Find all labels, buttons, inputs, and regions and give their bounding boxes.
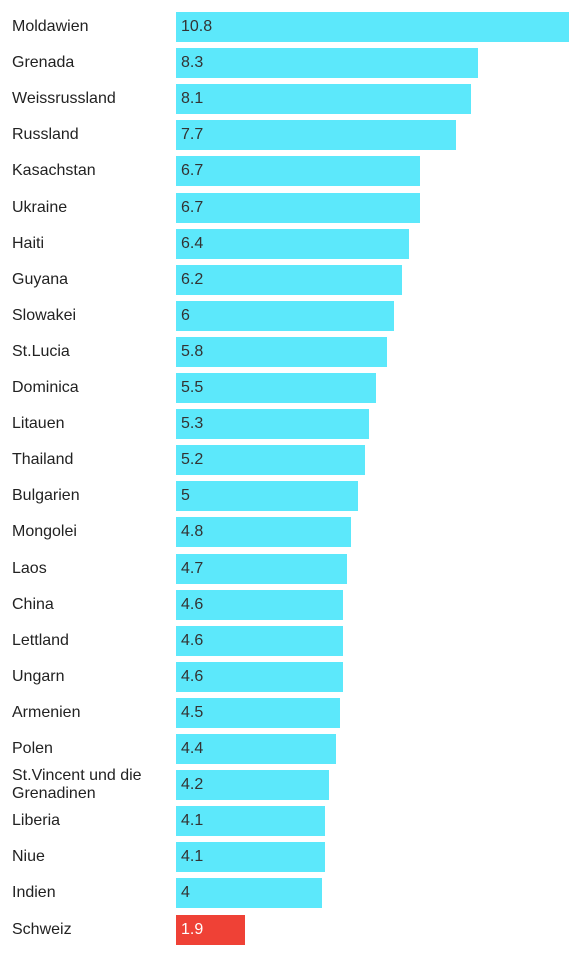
category-label: Lettland	[12, 632, 69, 649]
data-label: 10.8	[181, 18, 213, 35]
bar	[176, 698, 340, 728]
data-label: 8.1	[181, 90, 204, 107]
category-label: Schweiz	[12, 921, 72, 938]
bar	[176, 193, 420, 223]
data-label: 5.2	[181, 451, 204, 468]
data-label: 6.4	[181, 235, 204, 252]
bar	[176, 590, 343, 620]
bar	[176, 915, 245, 945]
data-label: 7.7	[181, 126, 204, 143]
category-label: Russland	[12, 126, 79, 143]
data-label: 4.5	[181, 704, 204, 721]
bar	[176, 409, 369, 439]
bar	[176, 373, 376, 403]
category-label: Laos	[12, 560, 47, 577]
bar	[176, 517, 351, 547]
data-label: 4.8	[181, 523, 204, 540]
bar	[176, 734, 336, 764]
data-label: 6.2	[181, 271, 204, 288]
data-label: 6.7	[181, 199, 204, 216]
bar	[176, 337, 387, 367]
bar	[176, 12, 569, 42]
data-label: 4.6	[181, 596, 204, 613]
bar	[176, 662, 343, 692]
data-label: 4.1	[181, 812, 204, 829]
category-label: Indien	[12, 884, 56, 901]
data-label: 4	[181, 884, 190, 901]
category-label: Grenada	[12, 54, 75, 71]
data-label: 5	[181, 487, 190, 504]
data-label: 4.4	[181, 740, 204, 757]
bar	[176, 229, 409, 259]
bar	[176, 554, 347, 584]
category-label: Dominica	[12, 379, 79, 396]
bar	[176, 120, 456, 150]
category-label: Slowakei	[12, 307, 77, 324]
category-label: Haiti	[12, 235, 45, 252]
data-label: 5.8	[181, 343, 204, 360]
data-label: 8.3	[181, 54, 204, 71]
category-label: Polen	[12, 740, 53, 757]
bar	[176, 156, 420, 186]
bar	[176, 48, 478, 78]
category-label: Thailand	[12, 451, 74, 468]
data-label: 6.7	[181, 162, 204, 179]
data-label: 4.6	[181, 632, 204, 649]
bar	[176, 445, 365, 475]
data-label: 1.9	[181, 921, 204, 938]
category-label: Guyana	[12, 271, 69, 288]
category-label: Weissrussland	[12, 90, 116, 107]
category-label: Niue	[12, 848, 45, 865]
category-label: Litauen	[12, 415, 65, 432]
category-label: St.Vincent und die Grenadinen	[12, 767, 142, 802]
bar	[176, 770, 329, 800]
category-label: China	[12, 596, 54, 613]
data-label: 5.5	[181, 379, 204, 396]
data-label: 4.7	[181, 560, 204, 577]
data-label: 4.6	[181, 668, 204, 685]
bar	[176, 301, 394, 331]
bar	[176, 265, 402, 295]
data-label: 4.1	[181, 848, 204, 865]
data-label: 4.2	[181, 776, 204, 793]
bar	[176, 84, 471, 114]
category-label: Armenien	[12, 704, 81, 721]
bar	[176, 626, 343, 656]
bar	[176, 878, 322, 908]
bar	[176, 842, 325, 872]
bar	[176, 481, 358, 511]
category-label: Mongolei	[12, 523, 77, 540]
category-label: Ukraine	[12, 199, 68, 216]
category-label: Liberia	[12, 812, 61, 829]
category-label: Kasachstan	[12, 162, 96, 179]
data-label: 5.3	[181, 415, 204, 432]
category-label: Ungarn	[12, 668, 65, 685]
category-label: Bulgarien	[12, 487, 80, 504]
bar	[176, 806, 325, 836]
category-label: Moldawien	[12, 18, 89, 35]
data-label: 6	[181, 307, 190, 324]
category-label: St.Lucia	[12, 343, 70, 360]
